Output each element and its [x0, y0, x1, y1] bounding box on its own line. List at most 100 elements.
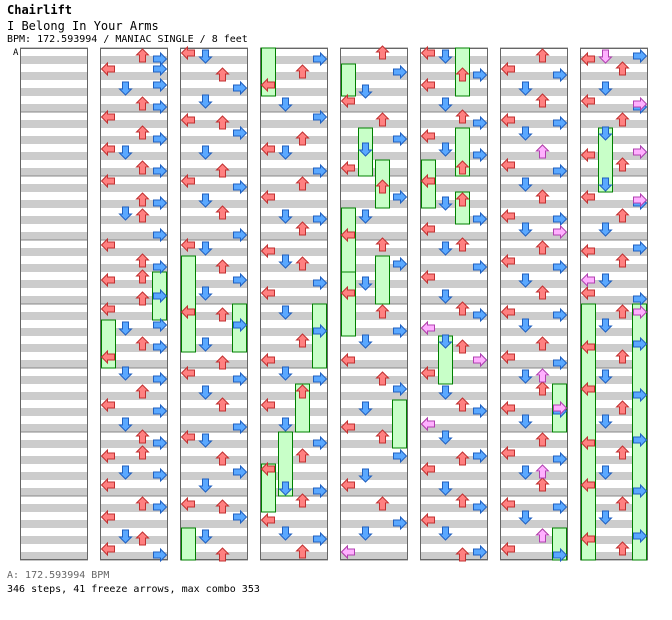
up-arrow-icon: [375, 112, 390, 127]
up-arrow-icon: [615, 496, 630, 511]
chart-column: [260, 47, 328, 561]
beat-stripe: [420, 216, 488, 224]
beat-stripe: [260, 56, 328, 64]
left-arrow-icon: [420, 173, 435, 189]
right-arrow-icon: [153, 61, 168, 77]
up-shock-arrow-icon: [535, 464, 550, 479]
down-arrow-icon: [278, 97, 293, 112]
beat-stripe: [260, 472, 328, 480]
beat-stripe: [20, 392, 88, 400]
beat-stripe: [260, 440, 328, 448]
beat-stripe: [340, 312, 408, 320]
right-arrow-icon: [473, 147, 488, 163]
beat-stripe: [580, 216, 648, 224]
beat-stripe: [260, 408, 328, 416]
left-arrow-icon: [260, 243, 275, 259]
down-arrow-icon: [598, 81, 613, 96]
right-arrow-icon: [633, 528, 648, 544]
right-arrow-icon: [153, 131, 168, 147]
beat-stripe: [20, 136, 88, 144]
up-arrow-icon: [615, 304, 630, 319]
beat-stripe: [420, 72, 488, 80]
right-arrow-icon: [633, 291, 648, 307]
right-arrow-icon: [633, 336, 648, 352]
beat-stripe: [580, 392, 648, 400]
freeze-arrow-left: [341, 63, 356, 97]
beat-stripe: [180, 536, 248, 544]
down-arrow-icon: [438, 334, 453, 349]
beat-stripe: [100, 72, 168, 80]
beat-stripe: [580, 536, 648, 544]
up-arrow-icon: [215, 115, 230, 130]
left-arrow-icon: [340, 419, 355, 435]
up-arrow-icon: [455, 109, 470, 124]
beat-stripe: [420, 200, 488, 208]
right-arrow-icon: [153, 227, 168, 243]
right-arrow-icon: [393, 131, 408, 147]
beat-stripe: [20, 408, 88, 416]
artist-name: Chairlift: [7, 3, 73, 17]
beat-stripe: [340, 504, 408, 512]
down-arrow-icon: [598, 177, 613, 192]
down-arrow-icon: [358, 334, 373, 349]
right-arrow-icon: [313, 275, 328, 291]
beat-stripe: [20, 56, 88, 64]
left-arrow-icon: [500, 157, 515, 173]
beat-stripe: [260, 88, 328, 96]
down-arrow-icon: [358, 84, 373, 99]
beat-stripe: [580, 280, 648, 288]
left-arrow-icon: [500, 253, 515, 269]
beat-stripe: [20, 360, 88, 368]
beat-stripe: [180, 392, 248, 400]
beat-stripe: [500, 488, 568, 496]
up-arrow-icon: [135, 253, 150, 268]
beat-stripe: [20, 280, 88, 288]
right-arrow-icon: [153, 259, 168, 275]
down-arrow-icon: [118, 321, 133, 336]
right-arrow-icon: [473, 259, 488, 275]
beat-stripe: [340, 264, 408, 272]
left-arrow-icon: [580, 381, 595, 397]
right-arrow-icon: [633, 240, 648, 256]
right-arrow-icon: [553, 259, 568, 275]
beat-stripe: [260, 456, 328, 464]
beat-stripe: [340, 520, 408, 528]
beat-stripe: [340, 120, 408, 128]
beat-stripe: [20, 152, 88, 160]
down-arrow-icon: [518, 177, 533, 192]
beat-stripe: [340, 216, 408, 224]
beat-stripe: [500, 536, 568, 544]
beat-stripe: [500, 296, 568, 304]
beat-stripe: [20, 472, 88, 480]
beat-stripe: [500, 264, 568, 272]
beat-stripe: [180, 264, 248, 272]
up-arrow-icon: [215, 307, 230, 322]
left-arrow-icon: [420, 461, 435, 477]
beat-stripe: [500, 392, 568, 400]
beat-stripe: [420, 376, 488, 384]
left-arrow-icon: [100, 541, 115, 557]
up-arrow-icon: [135, 445, 150, 460]
beat-stripe: [500, 168, 568, 176]
beat-stripe: [180, 168, 248, 176]
beat-stripe: [340, 424, 408, 432]
down-arrow-icon: [118, 206, 133, 221]
column-border: [180, 48, 248, 560]
beat-stripe: [580, 232, 648, 240]
left-arrow-icon: [500, 349, 515, 365]
beat-stripe: [340, 488, 408, 496]
right-arrow-icon: [393, 189, 408, 205]
beat-stripe: [580, 88, 648, 96]
up-arrow-icon: [135, 429, 150, 444]
beat-stripe: [20, 504, 88, 512]
up-arrow-icon: [535, 336, 550, 351]
right-shock-arrow-icon: [633, 96, 648, 112]
beat-stripe: [100, 456, 168, 464]
right-arrow-icon: [473, 67, 488, 83]
beat-stripe: [340, 456, 408, 464]
bpm-line: A: 172.593994 BPM: [7, 570, 110, 581]
down-arrow-icon: [598, 465, 613, 480]
left-arrow-icon: [100, 349, 115, 365]
beat-stripe: [260, 72, 328, 80]
beat-stripe: [420, 456, 488, 464]
